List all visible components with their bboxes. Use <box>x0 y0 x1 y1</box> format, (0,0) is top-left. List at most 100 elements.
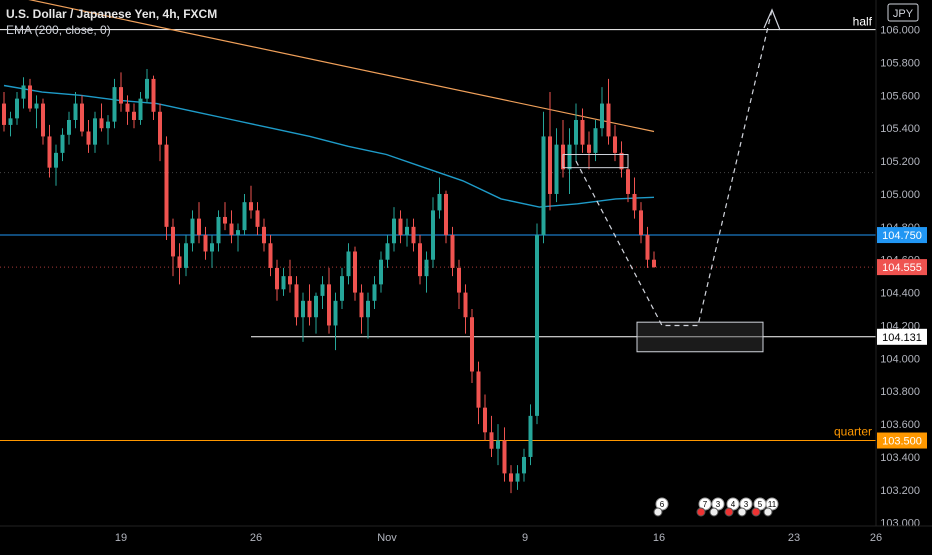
flag-icon <box>763 507 773 517</box>
candle-body <box>379 259 383 285</box>
candle-body <box>255 210 260 227</box>
candle-body <box>314 295 318 318</box>
y-tick-label: 105.000 <box>880 189 920 201</box>
candle-body <box>80 103 84 132</box>
candle-body <box>431 210 435 260</box>
x-tick-label: 26 <box>870 532 882 544</box>
candle-body <box>197 218 201 236</box>
flag-icon <box>737 507 747 517</box>
candle-body <box>132 111 136 120</box>
candle-body <box>288 276 292 285</box>
candle-body <box>632 193 637 211</box>
candle-body <box>223 216 227 224</box>
event-badge-text: 3 <box>744 500 749 509</box>
candle-body <box>60 134 65 153</box>
price-tag: 104.750 <box>877 227 927 244</box>
candle-body <box>483 407 487 433</box>
candle-body <box>437 193 442 211</box>
candle-body <box>580 119 585 145</box>
flag-icon <box>709 507 719 517</box>
candle-body <box>541 136 546 236</box>
candle-body <box>502 440 507 474</box>
currency-badge-text: JPY <box>893 8 914 20</box>
resistance-box[interactable] <box>562 154 629 169</box>
candle-body <box>34 103 39 109</box>
event-badge-text: 11 <box>768 500 777 509</box>
projection-path[interactable] <box>575 9 773 327</box>
candle-body <box>171 226 175 257</box>
trendline[interactable] <box>0 0 655 133</box>
y-tick-label: 103.400 <box>880 452 920 464</box>
legend: U.S. Dollar / Japanese Yen, 4h, FXCM EMA… <box>6 6 217 38</box>
price-tag-bg <box>877 432 927 449</box>
half-label: half <box>853 15 873 29</box>
x-tick-label: 9 <box>522 532 528 544</box>
flag-icon <box>724 507 734 517</box>
projection-arrowhead <box>763 8 781 31</box>
y-tick-label: 103.000 <box>880 518 920 530</box>
candle-body <box>587 144 591 153</box>
candle-body <box>509 473 513 482</box>
candle-body <box>320 284 325 296</box>
candle-body <box>424 259 429 277</box>
event-badge-text: 7 <box>703 500 708 509</box>
price-tag-text: 104.750 <box>882 230 922 242</box>
candle-body <box>93 118 97 145</box>
candle-body <box>567 144 572 170</box>
candle-body <box>158 111 162 145</box>
candle-body <box>8 118 13 125</box>
y-tick-label: 105.200 <box>880 156 920 168</box>
price-tag: 104.555 <box>877 259 927 276</box>
candle-body <box>346 251 351 277</box>
candle-body <box>548 136 552 194</box>
candle-body <box>333 300 338 326</box>
candle-body <box>385 243 390 260</box>
price-tag-text: 104.131 <box>882 332 922 344</box>
candle-body <box>340 276 344 301</box>
y-tick-label: 103.800 <box>880 386 920 398</box>
candle-body <box>2 103 6 125</box>
candle-body <box>652 259 656 268</box>
candle-body <box>275 267 279 290</box>
x-tick-label: 23 <box>788 532 800 544</box>
candle-body <box>73 103 78 120</box>
candle-body <box>366 300 370 318</box>
candle-body <box>294 284 299 318</box>
candle-body <box>125 103 130 112</box>
y-tick-label: 105.800 <box>880 57 920 69</box>
candle-body <box>639 210 643 236</box>
candle-body <box>463 292 468 318</box>
price-tag-bg <box>877 259 927 276</box>
candle-body <box>405 226 409 236</box>
candle-body <box>606 103 611 137</box>
candle-body <box>593 128 598 153</box>
price-tag: 103.500 <box>877 432 927 449</box>
candle-body <box>359 292 364 318</box>
candle-body <box>398 218 403 236</box>
candle-body <box>145 78 149 99</box>
target-zone-box[interactable] <box>636 321 764 353</box>
candle-body <box>457 267 461 293</box>
candle-body <box>444 193 448 236</box>
candle-body <box>392 218 396 244</box>
candle-body <box>301 300 305 318</box>
candle-body <box>28 85 32 109</box>
candle-body <box>515 473 520 482</box>
quarter-label: quarter <box>834 425 872 439</box>
event-badge-text: 5 <box>758 500 763 509</box>
y-tick-label: 105.400 <box>880 123 920 135</box>
event-badge-text: 6 <box>660 500 665 509</box>
x-tick-label: 19 <box>115 532 127 544</box>
y-tick-label: 106.000 <box>880 25 920 37</box>
candle-body <box>262 226 266 244</box>
currency-badge[interactable] <box>887 3 919 22</box>
candle-body <box>327 284 331 326</box>
candle-body <box>372 284 377 301</box>
price-tag-bg <box>877 227 927 244</box>
candle-body <box>613 136 617 153</box>
event-badge-text: 4 <box>731 500 736 509</box>
price-tag-text: 103.500 <box>882 436 922 448</box>
candle-body <box>242 202 247 231</box>
